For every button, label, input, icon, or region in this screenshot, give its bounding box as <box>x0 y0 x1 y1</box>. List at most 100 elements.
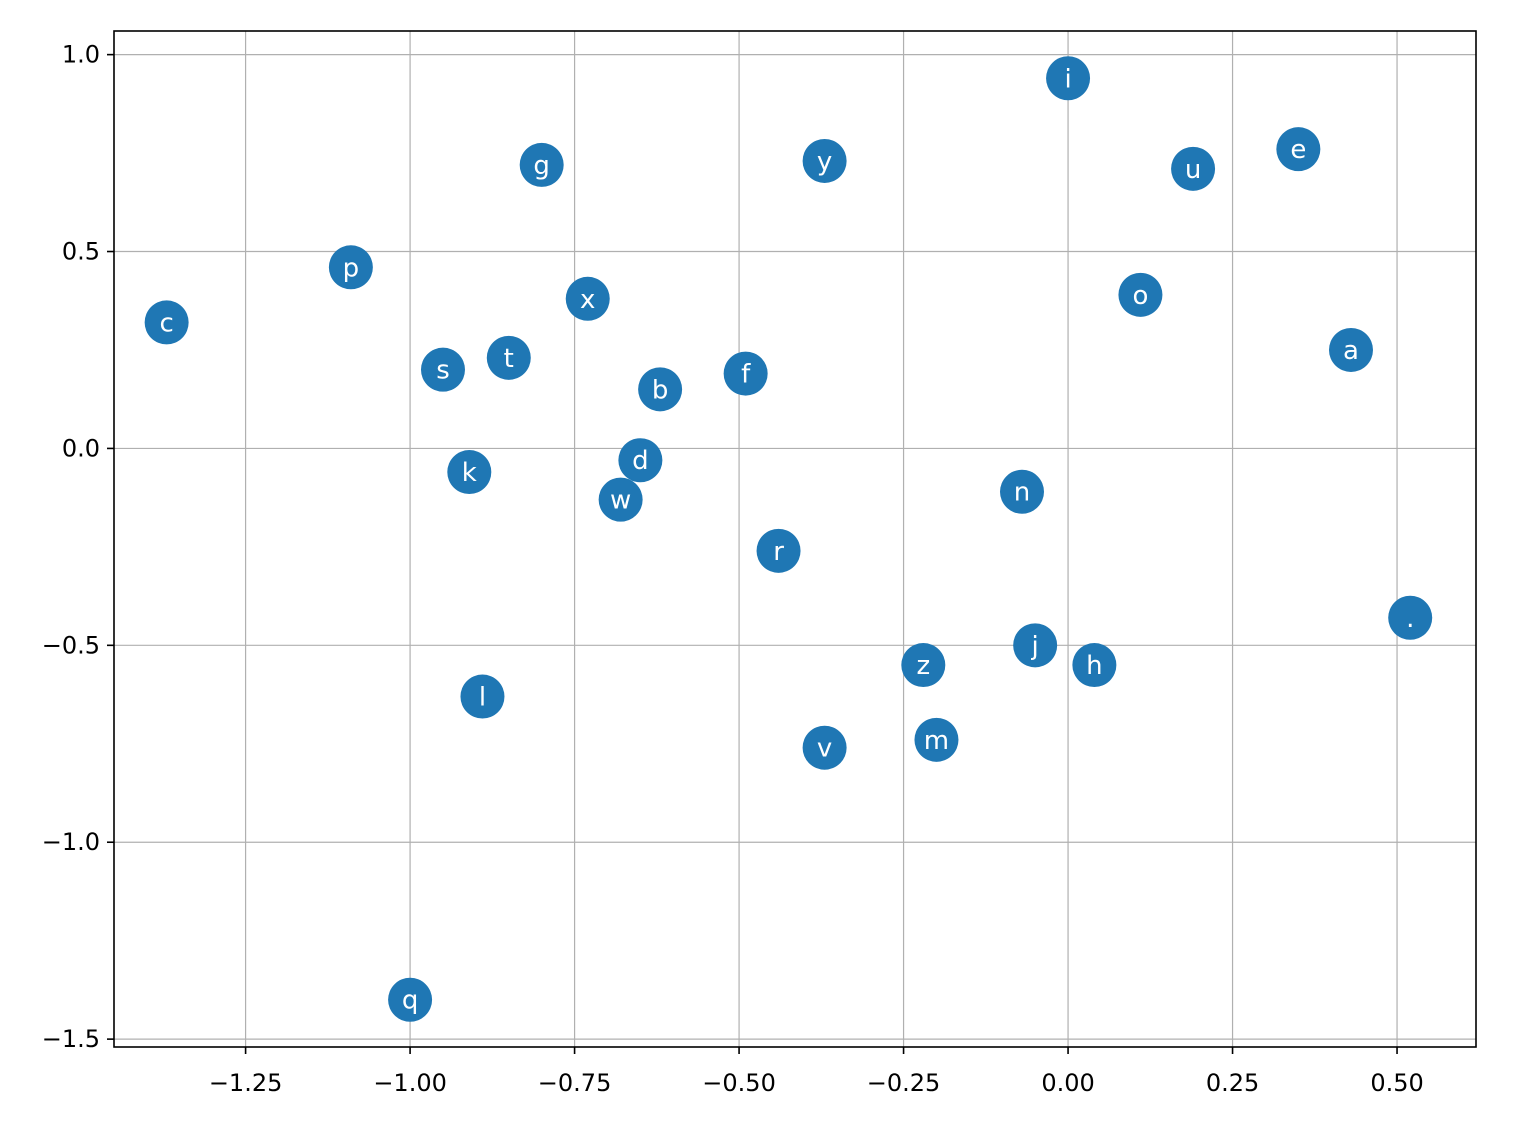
point-label: l <box>479 683 486 713</box>
point-label: a <box>1343 336 1359 366</box>
point-marker <box>901 643 946 688</box>
point-label: u <box>1185 155 1201 185</box>
scatter-point: l <box>460 674 505 719</box>
scatter-point: m <box>914 717 959 762</box>
plot-frame <box>113 30 1477 1048</box>
point-label: m <box>924 726 949 756</box>
point-label: x <box>580 285 595 315</box>
scatter-point: o <box>1118 272 1163 317</box>
point-marker <box>1000 469 1044 514</box>
scatter-point: x <box>565 276 610 321</box>
point-marker <box>486 335 531 380</box>
point-label: g <box>533 151 550 181</box>
y-tick-label: 0.5 <box>62 238 100 266</box>
scatter-point: b <box>638 367 683 412</box>
scatter-point: v <box>802 725 847 770</box>
point-marker <box>1046 56 1091 101</box>
point-marker <box>388 977 433 1022</box>
point-label: w <box>610 486 631 516</box>
point-marker <box>144 300 189 345</box>
scatter-point: q <box>388 977 433 1022</box>
point-marker <box>447 450 492 495</box>
point-marker <box>1072 643 1117 688</box>
point-label: . <box>1406 604 1414 634</box>
point-label: j <box>1031 631 1039 661</box>
point-label: c <box>159 308 173 338</box>
point-marker <box>328 245 373 290</box>
x-tick-label: −0.25 <box>867 1069 941 1097</box>
scatter-point: d <box>618 438 663 483</box>
scatter-point: h <box>1072 643 1117 688</box>
point-label: h <box>1086 651 1102 681</box>
scatter-point: w <box>598 477 643 522</box>
point-marker <box>460 674 505 719</box>
scatter-point: p <box>328 245 373 290</box>
point-label: n <box>1014 478 1030 508</box>
scatter-point: r <box>756 528 801 573</box>
axis-layer: −1.25 −1.00 −0.75 −0.50 −0.25 0.00 0.25 0.50 −1.… <box>42 41 1424 1097</box>
scatter-point: n <box>1000 469 1044 514</box>
point-marker <box>1171 146 1216 191</box>
y-tick-label: −1.5 <box>42 1025 100 1053</box>
y-tick-label: −0.5 <box>42 631 100 659</box>
y-tick-label: 0.0 <box>62 434 100 462</box>
x-tick-label: −1.00 <box>373 1069 447 1097</box>
point-marker <box>638 367 683 412</box>
point-marker <box>802 138 847 183</box>
point-marker <box>1118 272 1163 317</box>
point-label: z <box>916 651 930 681</box>
point-label: b <box>652 375 669 405</box>
point-label: k <box>462 458 477 488</box>
scatter-point: c <box>144 300 189 345</box>
scatter-point: y <box>802 138 847 183</box>
point-label: t <box>504 344 514 374</box>
point-marker <box>565 276 610 321</box>
scatter-point: u <box>1171 146 1216 191</box>
point-marker <box>802 725 847 770</box>
point-label: p <box>343 253 360 283</box>
points-layer: c p g y i u e x o a s t b f k dw n r. j z h l v m q <box>144 56 1433 1022</box>
x-tick-label: −0.75 <box>538 1069 612 1097</box>
y-tick-label: −1.0 <box>42 828 100 856</box>
point-label: r <box>773 537 784 567</box>
point-marker <box>598 477 643 522</box>
x-tick-label: −0.50 <box>702 1069 776 1097</box>
point-marker <box>914 717 959 762</box>
scatter-point: f <box>723 351 768 396</box>
x-tick-label: 0.00 <box>1041 1069 1094 1097</box>
scatter-point: g <box>519 142 564 187</box>
point-label: e <box>1290 135 1306 165</box>
point-marker <box>1013 623 1058 668</box>
point-marker <box>1388 595 1433 640</box>
scatter-point: k <box>447 450 492 495</box>
point-label: y <box>817 147 832 177</box>
scatter-point: s <box>420 347 465 392</box>
grid-layer <box>114 31 1476 1047</box>
point-marker <box>519 142 564 187</box>
point-label: i <box>1064 64 1071 94</box>
point-label: s <box>436 356 450 386</box>
x-tick-label: −1.25 <box>209 1069 283 1097</box>
point-label: v <box>817 734 832 764</box>
scatter-point: . <box>1388 595 1433 640</box>
scatter-point: e <box>1276 127 1321 172</box>
y-tick-label: 1.0 <box>62 41 100 69</box>
point-label: q <box>402 986 419 1016</box>
scatter-point: z <box>901 643 946 688</box>
point-label: o <box>1132 281 1148 311</box>
scatter-point: i <box>1046 56 1091 101</box>
scatter-point: a <box>1328 327 1373 372</box>
scatter-point: t <box>486 335 531 380</box>
point-marker <box>723 351 768 396</box>
point-marker <box>1276 127 1321 172</box>
scatter-point: j <box>1013 623 1058 668</box>
point-marker <box>420 347 465 392</box>
point-marker <box>1328 327 1373 372</box>
point-marker <box>756 528 801 573</box>
point-label: f <box>741 360 751 390</box>
point-label: d <box>632 446 649 476</box>
x-tick-label: 0.25 <box>1206 1069 1259 1097</box>
x-tick-label: 0.50 <box>1370 1069 1423 1097</box>
point-marker <box>618 438 663 483</box>
